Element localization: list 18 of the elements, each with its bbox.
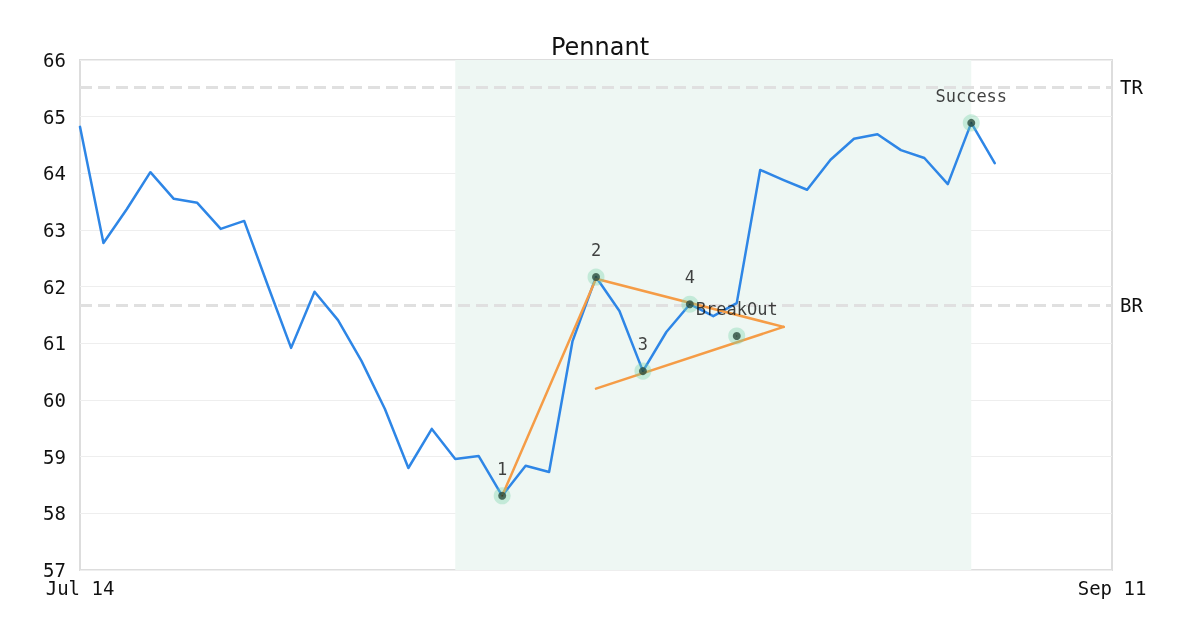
annotation: 2 — [590, 240, 602, 261]
y-tick-label: 66 — [43, 49, 66, 71]
y-tick-label: 62 — [43, 275, 66, 298]
annotation: 1 — [497, 458, 508, 479]
chart-title: Pennant — [550, 33, 650, 61]
y-tick-label: 58 — [43, 502, 66, 525]
y-tick-label: 61 — [43, 332, 66, 355]
y-tick-label: 63 — [43, 219, 66, 241]
annotation: Success — [935, 85, 1008, 106]
y-tick-label: 64 — [43, 162, 66, 185]
ref-line-label: BR — [1120, 293, 1144, 316]
ref-line-label: TR — [1120, 76, 1144, 99]
y-tick-label: 60 — [43, 389, 66, 411]
annotation: 4 — [684, 267, 695, 288]
y-tick-label: 65 — [43, 105, 66, 128]
annotation: 3 — [637, 334, 649, 355]
x-tick-label: Sep 11 — [1077, 576, 1147, 599]
y-tick-label: 59 — [43, 445, 66, 468]
